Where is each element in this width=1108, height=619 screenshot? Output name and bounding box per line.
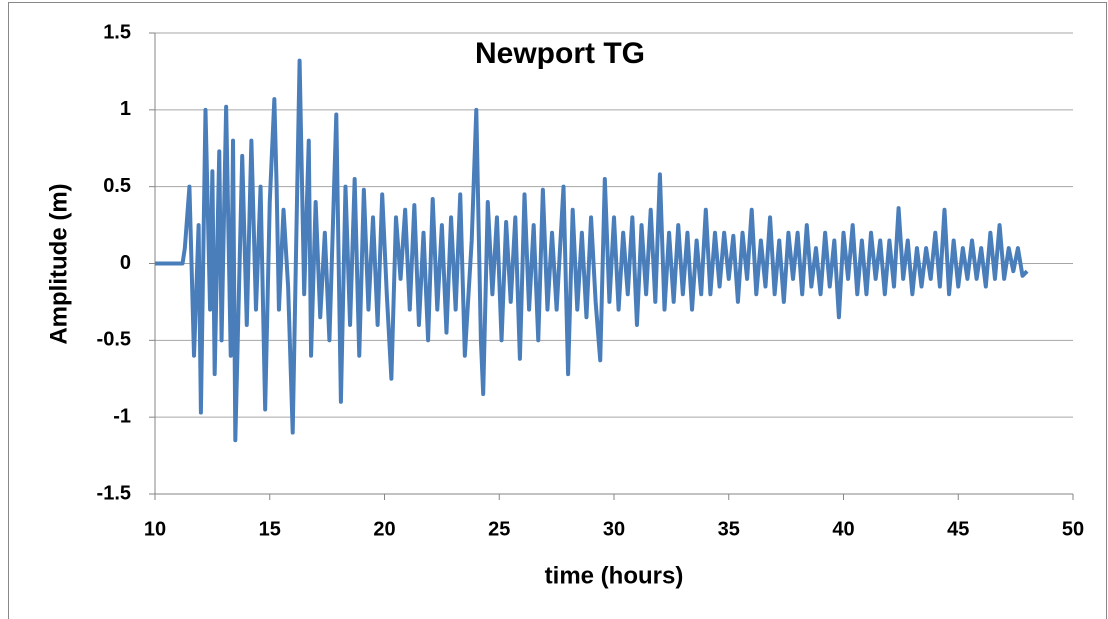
y-tick-label: -1 [113,405,131,427]
x-axis-label: time (hours) [545,562,684,589]
y-tick-label: 0 [120,252,131,274]
x-tick-label: 10 [144,518,166,540]
y-tick-label: 0.5 [103,175,131,197]
y-tick-label: -1.5 [97,482,131,504]
x-tick-label: 35 [718,518,740,540]
y-tick-label: -0.5 [97,329,131,351]
x-tick-label: 15 [259,518,281,540]
chart-title: Newport TG [475,37,645,70]
x-tick-label: 50 [1062,518,1084,540]
data-line [155,58,1029,443]
y-tick-label: 1.5 [103,21,131,43]
x-tick-label: 20 [373,518,395,540]
y-tick-label: 1 [120,98,131,120]
frame [8,2,1107,619]
x-tick-label: 45 [947,518,969,540]
x-tick-label: 25 [488,518,510,540]
x-tick-label: 30 [603,518,625,540]
y-axis-label: Amplitude (m) [45,183,72,344]
x-tick-label: 40 [832,518,854,540]
